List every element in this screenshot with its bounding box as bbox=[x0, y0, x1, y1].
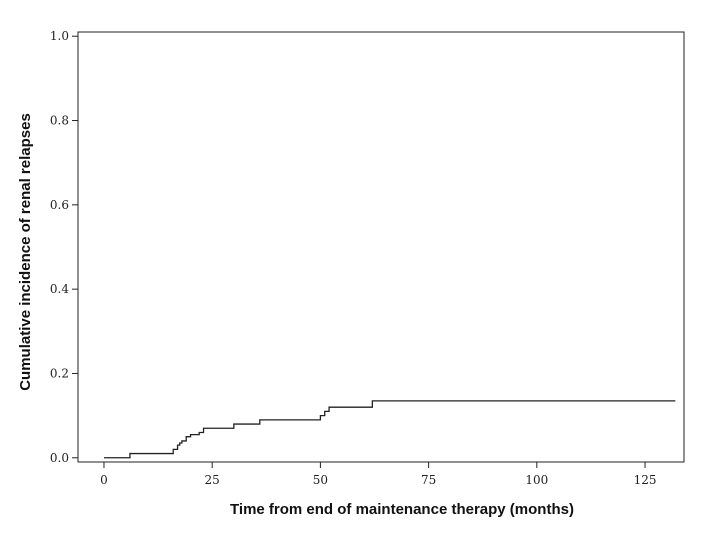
y-tick-label: 0.6 bbox=[50, 198, 69, 212]
x-tick-label: 0 bbox=[100, 473, 108, 487]
cumulative-incidence-step-line bbox=[103, 400, 676, 459]
y-tick-label: 0.4 bbox=[50, 282, 69, 296]
x-axis-ticks: 0 25 50 75 100 125 bbox=[100, 462, 656, 487]
x-tick-label: 125 bbox=[634, 473, 657, 487]
y-tick-label: 0.2 bbox=[50, 366, 69, 380]
x-tick-label: 25 bbox=[205, 473, 220, 487]
y-tick-label: 0.8 bbox=[50, 114, 69, 128]
series-layer bbox=[103, 400, 676, 459]
plot-frame bbox=[77, 31, 685, 463]
y-tick-label: 1.0 bbox=[50, 29, 69, 43]
y-axis-ticks: 0.0 0.2 0.4 0.6 0.8 1.0 bbox=[50, 29, 78, 465]
x-axis-label: Time from end of maintenance therapy (mo… bbox=[230, 501, 574, 518]
y-axis-label: Cumulative incidence of renal relapses bbox=[17, 113, 34, 391]
x-tick-label: 100 bbox=[525, 473, 548, 487]
x-tick-label: 75 bbox=[421, 473, 436, 487]
y-tick-label: 0.0 bbox=[50, 451, 69, 465]
x-tick-label: 50 bbox=[313, 473, 328, 487]
